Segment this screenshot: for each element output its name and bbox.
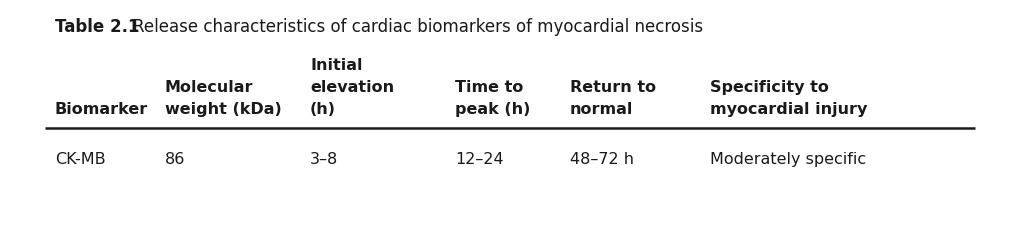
Text: Release characteristics of cardiac biomarkers of myocardial necrosis: Release characteristics of cardiac bioma… <box>133 18 703 36</box>
Text: Specificity to: Specificity to <box>710 80 828 95</box>
Text: Biomarker: Biomarker <box>55 102 148 117</box>
Text: Moderately specific: Moderately specific <box>710 152 866 167</box>
Text: weight (kDa): weight (kDa) <box>165 102 282 117</box>
Text: 48–72 h: 48–72 h <box>570 152 634 167</box>
Text: 86: 86 <box>165 152 185 167</box>
Text: CK-MB: CK-MB <box>55 152 105 167</box>
Text: Table 2.1: Table 2.1 <box>55 18 139 36</box>
Text: elevation: elevation <box>310 80 394 95</box>
Text: 12–24: 12–24 <box>455 152 504 167</box>
Text: myocardial injury: myocardial injury <box>710 102 867 117</box>
Text: normal: normal <box>570 102 634 117</box>
Text: Return to: Return to <box>570 80 656 95</box>
Text: Initial: Initial <box>310 58 362 73</box>
Text: (h): (h) <box>310 102 336 117</box>
Text: Time to: Time to <box>455 80 523 95</box>
Text: Molecular: Molecular <box>165 80 254 95</box>
Text: 3–8: 3–8 <box>310 152 338 167</box>
Text: peak (h): peak (h) <box>455 102 530 117</box>
